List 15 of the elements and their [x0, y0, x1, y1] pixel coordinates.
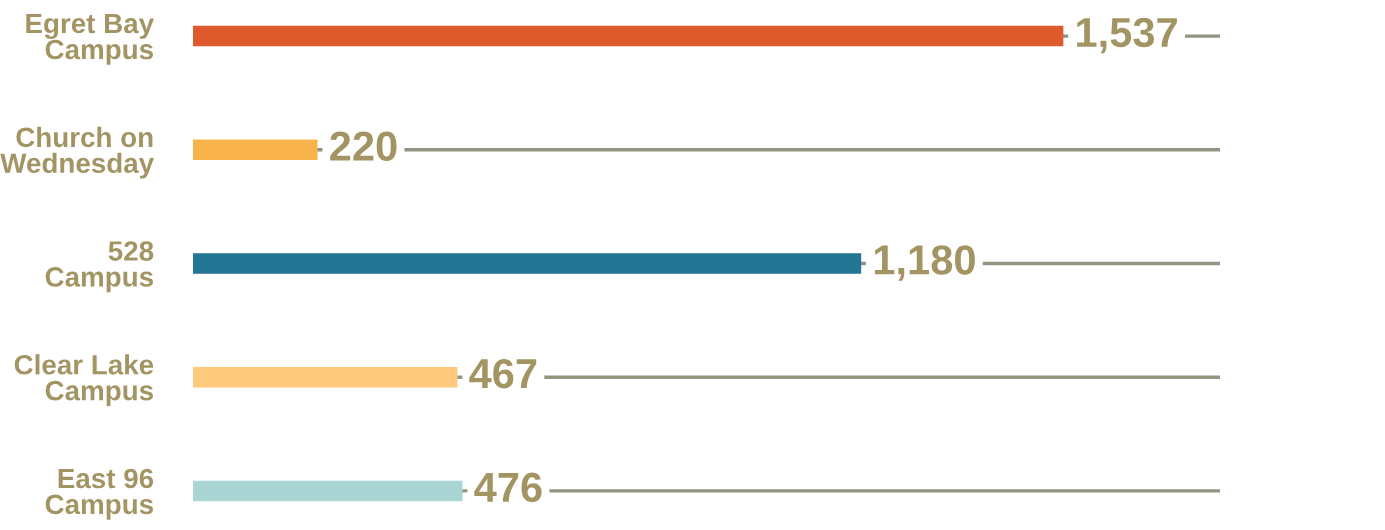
y-tick-label: 528 Campus	[45, 241, 154, 293]
data-label: 467	[469, 358, 537, 389]
bar	[193, 480, 463, 502]
y-tick-label: Egret Bay Campus	[26, 13, 154, 65]
data-label: 1,537	[1077, 17, 1177, 54]
bar	[193, 366, 458, 388]
y-tick-label: Clear Lake Campus	[14, 354, 154, 406]
data-label: 476	[474, 472, 542, 503]
data-label: 1,180	[874, 245, 975, 281]
data-label: 220	[330, 131, 397, 161]
bar	[193, 253, 862, 274]
bar	[193, 139, 318, 161]
y-tick-label: Church on Wednesday	[0, 126, 154, 179]
bar	[193, 25, 1064, 47]
y-tick-label: East 96 Campus	[45, 468, 154, 520]
